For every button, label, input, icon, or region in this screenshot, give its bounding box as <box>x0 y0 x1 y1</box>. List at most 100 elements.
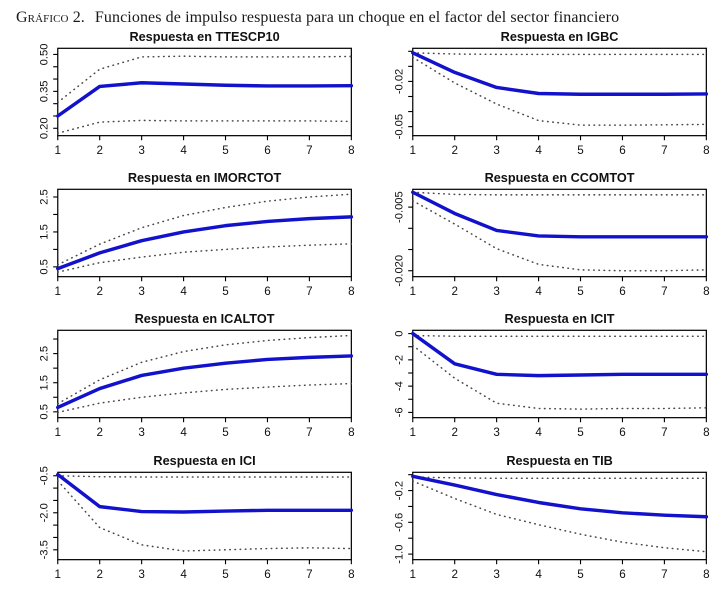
svg-text:-0.5: -0.5 <box>39 466 51 485</box>
svg-text:6: 6 <box>264 426 271 439</box>
svg-text:-0.02: -0.02 <box>393 69 405 94</box>
line-chart-icit: Respuesta en ICIT 1 2 3 4 5 6 7 8 0 -2 -4 -6 <box>393 313 710 440</box>
svg-text:7: 7 <box>661 144 668 157</box>
svg-text:3: 3 <box>493 568 500 581</box>
svg-text:-0.05: -0.05 <box>393 114 405 139</box>
svg-text:7: 7 <box>306 426 313 439</box>
svg-text:0.5: 0.5 <box>39 259 51 275</box>
svg-text:-0.020: -0.020 <box>393 255 405 287</box>
svg-text:3: 3 <box>138 144 145 157</box>
svg-text:8: 8 <box>703 285 710 298</box>
svg-text:2: 2 <box>96 568 103 581</box>
line-chart-imorctot: Respuesta en IMORCTOT 1 2 3 4 5 6 7 8 0.5 1.5 2.5 <box>39 171 355 298</box>
svg-text:Respuesta en ICI: Respuesta en ICI <box>153 454 255 468</box>
svg-text:3: 3 <box>493 285 500 298</box>
svg-text:-2: -2 <box>393 355 405 365</box>
figure-label: Gráfico 2. <box>16 9 85 26</box>
svg-text:0.5: 0.5 <box>39 404 51 420</box>
svg-text:-3.5: -3.5 <box>39 540 51 559</box>
svg-text:3: 3 <box>138 285 145 298</box>
svg-text:4: 4 <box>535 285 542 298</box>
svg-text:5: 5 <box>222 144 229 157</box>
svg-text:-1.0: -1.0 <box>393 544 405 563</box>
svg-text:7: 7 <box>306 144 313 157</box>
svg-text:7: 7 <box>661 426 668 439</box>
svg-text:5: 5 <box>577 285 584 298</box>
svg-text:3: 3 <box>138 426 145 439</box>
svg-text:4: 4 <box>180 285 187 298</box>
svg-text:Respuesta en IMORCTOT: Respuesta en IMORCTOT <box>128 171 282 185</box>
chart-respuesta-icit: Respuesta en ICIT 1 2 3 4 5 6 7 8 0 -2 -4 -6 <box>365 311 716 452</box>
svg-text:0.35: 0.35 <box>39 81 51 103</box>
figure-title: Funciones de impulso respuesta para un c… <box>94 9 620 26</box>
svg-text:5: 5 <box>577 426 584 439</box>
svg-text:4: 4 <box>535 144 542 157</box>
svg-text:6: 6 <box>619 144 626 157</box>
svg-text:4: 4 <box>535 568 542 581</box>
chart-respuesta-ccomtot: Respuesta en CCOMTOT 1 2 3 4 5 6 7 8 -0.005 -0.020 <box>365 170 716 311</box>
figure-caption: Gráfico 2. Funciones de impulso respuesta… <box>0 0 723 27</box>
svg-text:3: 3 <box>138 568 145 581</box>
svg-text:6: 6 <box>619 568 626 581</box>
svg-text:-0.2: -0.2 <box>393 481 405 500</box>
chart-respuesta-icaltot: Respuesta en ICALTOT 1 2 3 4 5 6 7 8 0.5 1.5 2.5 <box>10 311 361 452</box>
line-chart-ici: Respuesta en ICI 1 2 3 4 5 6 7 8 -0.5 -2.0 -3.5 <box>39 454 355 581</box>
svg-text:2: 2 <box>96 144 103 157</box>
svg-text:8: 8 <box>703 144 710 157</box>
svg-text:4: 4 <box>180 568 187 581</box>
svg-text:7: 7 <box>306 568 313 581</box>
svg-text:2: 2 <box>451 285 458 298</box>
svg-text:4: 4 <box>180 426 187 439</box>
svg-text:6: 6 <box>264 568 271 581</box>
svg-text:Respuesta en TTESCP10: Respuesta en TTESCP10 <box>129 30 279 44</box>
svg-text:8: 8 <box>348 285 355 298</box>
charts-grid: Respuesta en TTESCP10 1 2 3 4 5 6 7 8 0.20 0.35 0.5… <box>0 27 723 594</box>
svg-text:6: 6 <box>619 426 626 439</box>
chart-respuesta-ttescp10: Respuesta en TTESCP10 1 2 3 4 5 6 7 8 0.20 0.35 0.5… <box>10 29 361 170</box>
svg-text:2: 2 <box>451 568 458 581</box>
chart-respuesta-tib: Respuesta en TIB 1 2 3 4 5 6 7 8 -0.2 -0.6 -1.0 <box>365 453 716 594</box>
svg-text:-0.005: -0.005 <box>393 191 405 223</box>
svg-text:3: 3 <box>493 144 500 157</box>
svg-text:5: 5 <box>222 426 229 439</box>
chart-respuesta-ici: Respuesta en ICI 1 2 3 4 5 6 7 8 -0.5 -2.0 -3.5 <box>10 453 361 594</box>
svg-text:5: 5 <box>577 144 584 157</box>
svg-text:8: 8 <box>348 568 355 581</box>
svg-text:6: 6 <box>619 285 626 298</box>
svg-text:2: 2 <box>451 144 458 157</box>
svg-text:1: 1 <box>55 285 61 298</box>
svg-text:-0.6: -0.6 <box>393 512 405 531</box>
svg-text:-6: -6 <box>393 408 405 418</box>
svg-text:-4: -4 <box>393 382 405 392</box>
svg-text:Respuesta en ICALTOT: Respuesta en ICALTOT <box>135 313 275 327</box>
svg-text:2: 2 <box>451 426 458 439</box>
svg-text:0.50: 0.50 <box>39 44 51 66</box>
svg-text:Respuesta en TIB: Respuesta en TIB <box>506 454 612 468</box>
svg-text:Respuesta en IGBC: Respuesta en IGBC <box>500 30 618 44</box>
svg-text:8: 8 <box>348 144 355 157</box>
svg-text:8: 8 <box>703 568 710 581</box>
svg-text:4: 4 <box>535 426 542 439</box>
chart-respuesta-imorctot: Respuesta en IMORCTOT 1 2 3 4 5 6 7 8 0.5 1.5 2.5 <box>10 170 361 311</box>
svg-text:2: 2 <box>96 285 103 298</box>
svg-text:-2.0: -2.0 <box>39 503 51 522</box>
svg-text:1: 1 <box>409 568 415 581</box>
svg-text:1: 1 <box>409 285 415 298</box>
svg-text:7: 7 <box>306 285 313 298</box>
svg-text:0.20: 0.20 <box>39 117 51 139</box>
svg-text:8: 8 <box>703 426 710 439</box>
svg-text:2.5: 2.5 <box>39 189 51 205</box>
svg-text:Respuesta en ICIT: Respuesta en ICIT <box>504 313 614 327</box>
line-chart-tib: Respuesta en TIB 1 2 3 4 5 6 7 8 -0.2 -0.6 -1.0 <box>393 454 710 581</box>
svg-text:6: 6 <box>264 144 271 157</box>
line-chart-icaltot: Respuesta en ICALTOT 1 2 3 4 5 6 7 8 0.5 1.5 2.5 <box>39 313 355 440</box>
svg-text:5: 5 <box>222 568 229 581</box>
chart-respuesta-igbc: Respuesta en IGBC 1 2 3 4 5 6 7 8 -0.02 -0.05 <box>365 29 716 170</box>
svg-text:1: 1 <box>55 568 61 581</box>
svg-text:6: 6 <box>264 285 271 298</box>
svg-text:1: 1 <box>409 144 415 157</box>
svg-text:1: 1 <box>409 426 415 439</box>
svg-text:1.5: 1.5 <box>39 375 51 391</box>
svg-text:8: 8 <box>348 426 355 439</box>
